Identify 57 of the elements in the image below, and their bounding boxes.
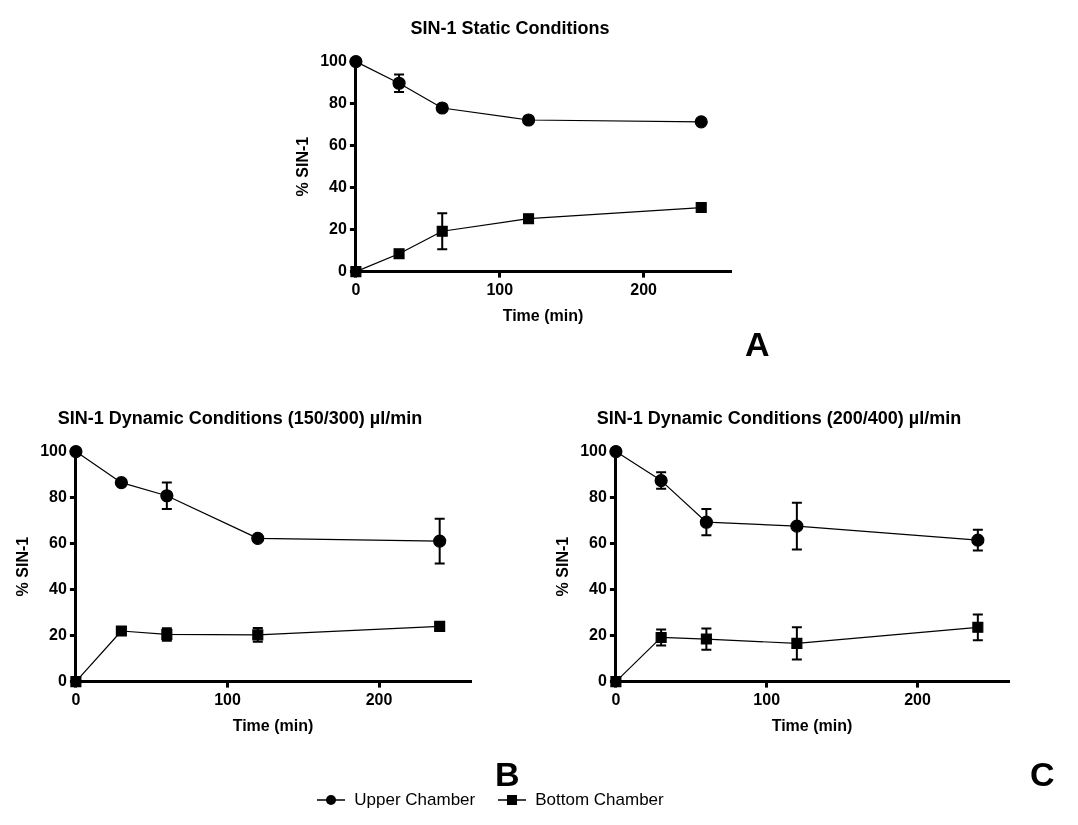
point: [521, 113, 536, 127]
x-tick-label: 100: [753, 690, 781, 708]
x-tick-label: 0: [611, 690, 621, 708]
x-tick-label: 0: [71, 690, 81, 708]
point: [610, 676, 622, 688]
y-tick-label: 40: [49, 580, 67, 598]
x-axis-title: Time (min): [771, 716, 853, 734]
legend-label: Bottom Chamber: [535, 790, 664, 810]
x-tick-label: 0: [351, 280, 361, 298]
x-tick-label: 100: [214, 690, 241, 708]
point: [349, 55, 363, 69]
y-axis-title: % SIN-1: [554, 536, 572, 597]
legend-label: Upper Chamber: [354, 790, 476, 810]
y-tick-label: 100: [40, 442, 67, 460]
y-tick-label: 60: [329, 136, 347, 154]
y-axis-title: % SIN-1: [14, 536, 32, 597]
y-tick-label: 80: [589, 488, 607, 506]
point: [523, 213, 535, 225]
x-tick-label: 200: [630, 280, 658, 298]
chart-title: SIN-1 Static Conditions: [410, 17, 610, 38]
x-tick-label: 200: [365, 690, 393, 708]
y-tick-label: 20: [589, 626, 607, 644]
point: [70, 676, 82, 688]
y-tick-label: 60: [49, 534, 67, 552]
point: [114, 476, 128, 490]
x-axis-title: Time (min): [232, 716, 314, 734]
text: B: [495, 755, 520, 794]
y-tick-label: 40: [589, 580, 607, 598]
y-tick-label: 80: [329, 94, 347, 112]
point: [435, 101, 449, 115]
chart-title: SIN-1 Dynamic Conditions (200/400) µl/min: [596, 407, 962, 428]
x-axis-title: Time (min): [502, 306, 584, 324]
y-tick-label: 40: [329, 178, 347, 196]
point: [434, 620, 446, 632]
point: [251, 531, 265, 545]
y-axis-title: % SIN-1: [294, 136, 312, 197]
chart-title: SIN-1 Dynamic Conditions (150/300) µl/min: [57, 407, 423, 428]
y-tick-label: 100: [580, 442, 607, 460]
y-tick-label: 100: [320, 52, 347, 70]
point: [350, 266, 362, 278]
text: A: [745, 325, 770, 364]
y-tick-label: 0: [337, 262, 347, 280]
x-tick-label: 100: [486, 280, 514, 298]
point: [69, 445, 83, 459]
point: [694, 115, 708, 129]
y-tick-label: 20: [329, 220, 347, 238]
point: [115, 625, 127, 637]
y-tick-label: 0: [57, 672, 67, 690]
y-tick-label: 60: [589, 534, 607, 552]
point: [393, 248, 405, 260]
point: [609, 445, 623, 459]
y-tick-label: 0: [597, 672, 607, 690]
x-tick-label: 200: [904, 690, 931, 708]
point: [695, 202, 707, 214]
y-tick-label: 80: [49, 488, 67, 506]
text: C: [1030, 755, 1055, 794]
y-tick-label: 20: [49, 626, 67, 644]
